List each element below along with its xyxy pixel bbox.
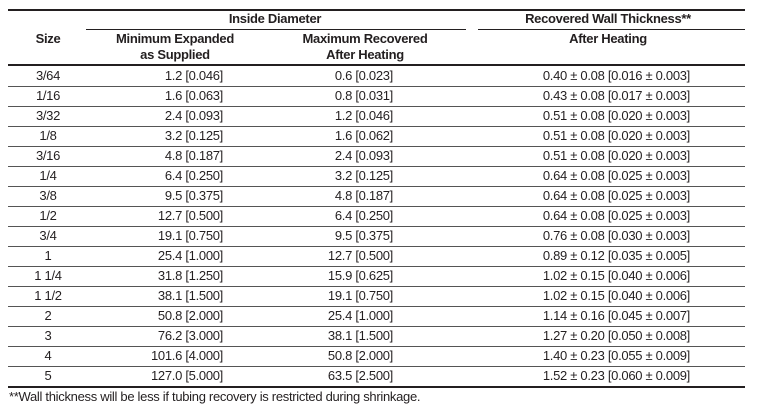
cell-wall-thickness: 0.51 ± 0.08 [0.020 ± 0.003] [542,108,690,123]
cell-size: 1 1/2 [34,288,62,303]
header-max-recovered: Maximum Recovered After Heating [302,31,428,62]
cell-min-expanded: 2.4 [0.093] [164,108,223,123]
cell-wall-thickness: 0.43 ± 0.08 [0.017 ± 0.003] [542,88,690,103]
header-wall-thickness: Recovered Wall Thickness** [525,11,691,26]
cell-min-expanded: 101.6 [4.000] [151,348,223,363]
cell-wall-thickness: 1.52 ± 0.23 [0.060 ± 0.009] [542,368,690,383]
cell-min-expanded: 31.8 [1.250] [157,268,223,283]
cell-max-recovered: 3.2 [0.125] [334,168,393,183]
cell-size: 1/16 [35,88,61,103]
cell-min-expanded: 3.2 [0.125] [164,128,223,143]
header-wall-after-heating: After Heating [569,31,647,46]
footnote: **Wall thickness will be less if tubing … [9,389,421,404]
cell-max-recovered: 1.2 [0.046] [334,108,393,123]
cell-wall-thickness: 1.40 ± 0.23 [0.055 ± 0.009] [542,348,690,363]
cell-wall-thickness: 0.51 ± 0.08 [0.020 ± 0.003] [542,148,690,163]
table-row: 1/4 6.4 [0.250] 3.2 [0.125] 0.64 ± 0.08 [0.… [8,166,745,187]
cell-size: 3/4 [39,228,57,243]
cell-wall-thickness: 0.64 ± 0.08 [0.025 ± 0.003] [542,168,690,183]
cell-wall-thickness: 0.64 ± 0.08 [0.025 ± 0.003] [542,208,690,223]
table-row: 3/8 9.5 [0.375] 4.8 [0.187] 0.64 ± 0.08 [0.… [8,186,745,207]
cell-min-expanded: 76.2 [3.000] [157,328,223,343]
cell-wall-thickness: 0.40 ± 0.08 [0.016 ± 0.003] [542,68,690,83]
cell-size: 1/2 [39,208,57,223]
cell-size: 1 1/4 [34,268,62,283]
cell-max-recovered: 4.8 [0.187] [334,188,393,203]
cell-size: 3 [44,328,52,343]
cell-max-recovered: 15.9 [0.625] [327,268,393,283]
cell-wall-thickness: 0.89 ± 0.12 [0.035 ± 0.005] [542,248,690,263]
cell-wall-thickness: 1.14 ± 0.16 [0.045 ± 0.007] [542,308,690,323]
cell-max-recovered: 19.1 [0.750] [327,288,393,303]
cell-min-expanded: 127.0 [5.000] [151,368,223,383]
table-row: 1/16 1.6 [0.063] 0.8 [0.031] 0.43 ± 0.08 [0… [8,86,745,107]
cell-size: 3/8 [39,188,57,203]
cell-wall-thickness: 0.51 ± 0.08 [0.020 ± 0.003] [542,128,690,143]
header-min-expanded: Minimum Expanded as Supplied [116,31,234,62]
cell-size: 2 [44,308,52,323]
cell-min-expanded: 19.1 [0.750] [157,228,223,243]
cell-max-recovered: 6.4 [0.250] [334,208,393,223]
cell-min-expanded: 25.4 [1.000] [157,248,223,263]
cell-size: 5 [44,368,52,383]
cell-min-expanded: 50.8 [2.000] [157,308,223,323]
cell-wall-thickness: 0.64 ± 0.08 [0.025 ± 0.003] [542,188,690,203]
cell-size: 3/64 [35,68,61,83]
table-row: 1/2 12.7 [0.500] 6.4 [0.250] 0.64 ± 0.08 [0… [8,206,745,227]
cell-max-recovered: 2.4 [0.093] [334,148,393,163]
cell-size: 1 [44,248,52,263]
cell-max-recovered: 38.1 [1.500] [327,328,393,343]
table-row: 4 101.6 [4.000] 50.8 [2.000] 1.40 ± 0.23 [0… [8,346,745,367]
cell-wall-thickness: 1.02 ± 0.15 [0.040 ± 0.006] [542,288,690,303]
cell-wall-thickness: 0.76 ± 0.08 [0.030 ± 0.003] [542,228,690,243]
table-row: 3/4 19.1 [0.750] 9.5 [0.375] 0.76 ± 0.08 [0… [8,226,745,247]
cell-min-expanded: 6.4 [0.250] [164,168,223,183]
cell-max-recovered: 9.5 [0.375] [334,228,393,243]
cell-size: 3/16 [35,148,61,163]
cell-max-recovered: 1.6 [0.062] [334,128,393,143]
table-row: 1 1/4 31.8 [1.250] 15.9 [0.625] 1.02 ± 0.15… [8,266,745,287]
header-bottom-rule [8,64,745,66]
cell-wall-thickness: 1.02 ± 0.15 [0.040 ± 0.006] [542,268,690,283]
cell-wall-thickness: 1.27 ± 0.20 [0.050 ± 0.008] [542,328,690,343]
cell-max-recovered: 12.7 [0.500] [327,248,393,263]
table-row: 3/64 1.2 [0.046] 0.6 [0.023] 0.40 ± 0.08 [0… [8,66,745,87]
table-row: 3/16 4.8 [0.187] 2.4 [0.093] 0.51 ± 0.08 [0… [8,146,745,167]
table-row: 3 76.2 [3.000] 38.1 [1.500] 1.27 ± 0.20 [0.… [8,326,745,347]
cell-size: 1/4 [39,168,57,183]
cell-size: 1/8 [39,128,57,143]
cell-max-recovered: 25.4 [1.000] [327,308,393,323]
cell-min-expanded: 12.7 [0.500] [157,208,223,223]
table-row: 2 50.8 [2.000] 25.4 [1.000] 1.14 ± 0.16 [0.… [8,306,745,327]
table-row: 1 1/2 38.1 [1.500] 19.1 [0.750] 1.02 ± 0.15… [8,286,745,307]
cell-max-recovered: 50.8 [2.000] [327,348,393,363]
cell-size: 3/32 [35,108,61,123]
table-row: 1/8 3.2 [0.125] 1.6 [0.062] 0.51 ± 0.08 [0.… [8,126,745,147]
header-inside-diameter: Inside Diameter [228,11,322,26]
cell-max-recovered: 0.6 [0.023] [334,68,393,83]
table-row: 3/32 2.4 [0.093] 1.2 [0.046] 0.51 ± 0.08 [0… [8,106,745,127]
inside-diameter-rule [86,29,466,30]
cell-min-expanded: 4.8 [0.187] [164,148,223,163]
cell-min-expanded: 38.1 [1.500] [157,288,223,303]
table-row: 1 25.4 [1.000] 12.7 [0.500] 0.89 ± 0.12 [0.… [8,246,745,267]
table-top-rule [8,9,745,11]
cell-max-recovered: 0.8 [0.031] [334,88,393,103]
wall-thickness-rule [478,29,745,30]
cell-max-recovered: 63.5 [2.500] [327,368,393,383]
cell-size: 4 [44,348,52,363]
cell-min-expanded: 9.5 [0.375] [164,188,223,203]
cell-min-expanded: 1.2 [0.046] [164,68,223,83]
table-row: 5 127.0 [5.000] 63.5 [2.500] 1.52 ± 0.23 [0… [8,366,745,388]
header-size: Size [35,31,61,46]
cell-min-expanded: 1.6 [0.063] [164,88,223,103]
